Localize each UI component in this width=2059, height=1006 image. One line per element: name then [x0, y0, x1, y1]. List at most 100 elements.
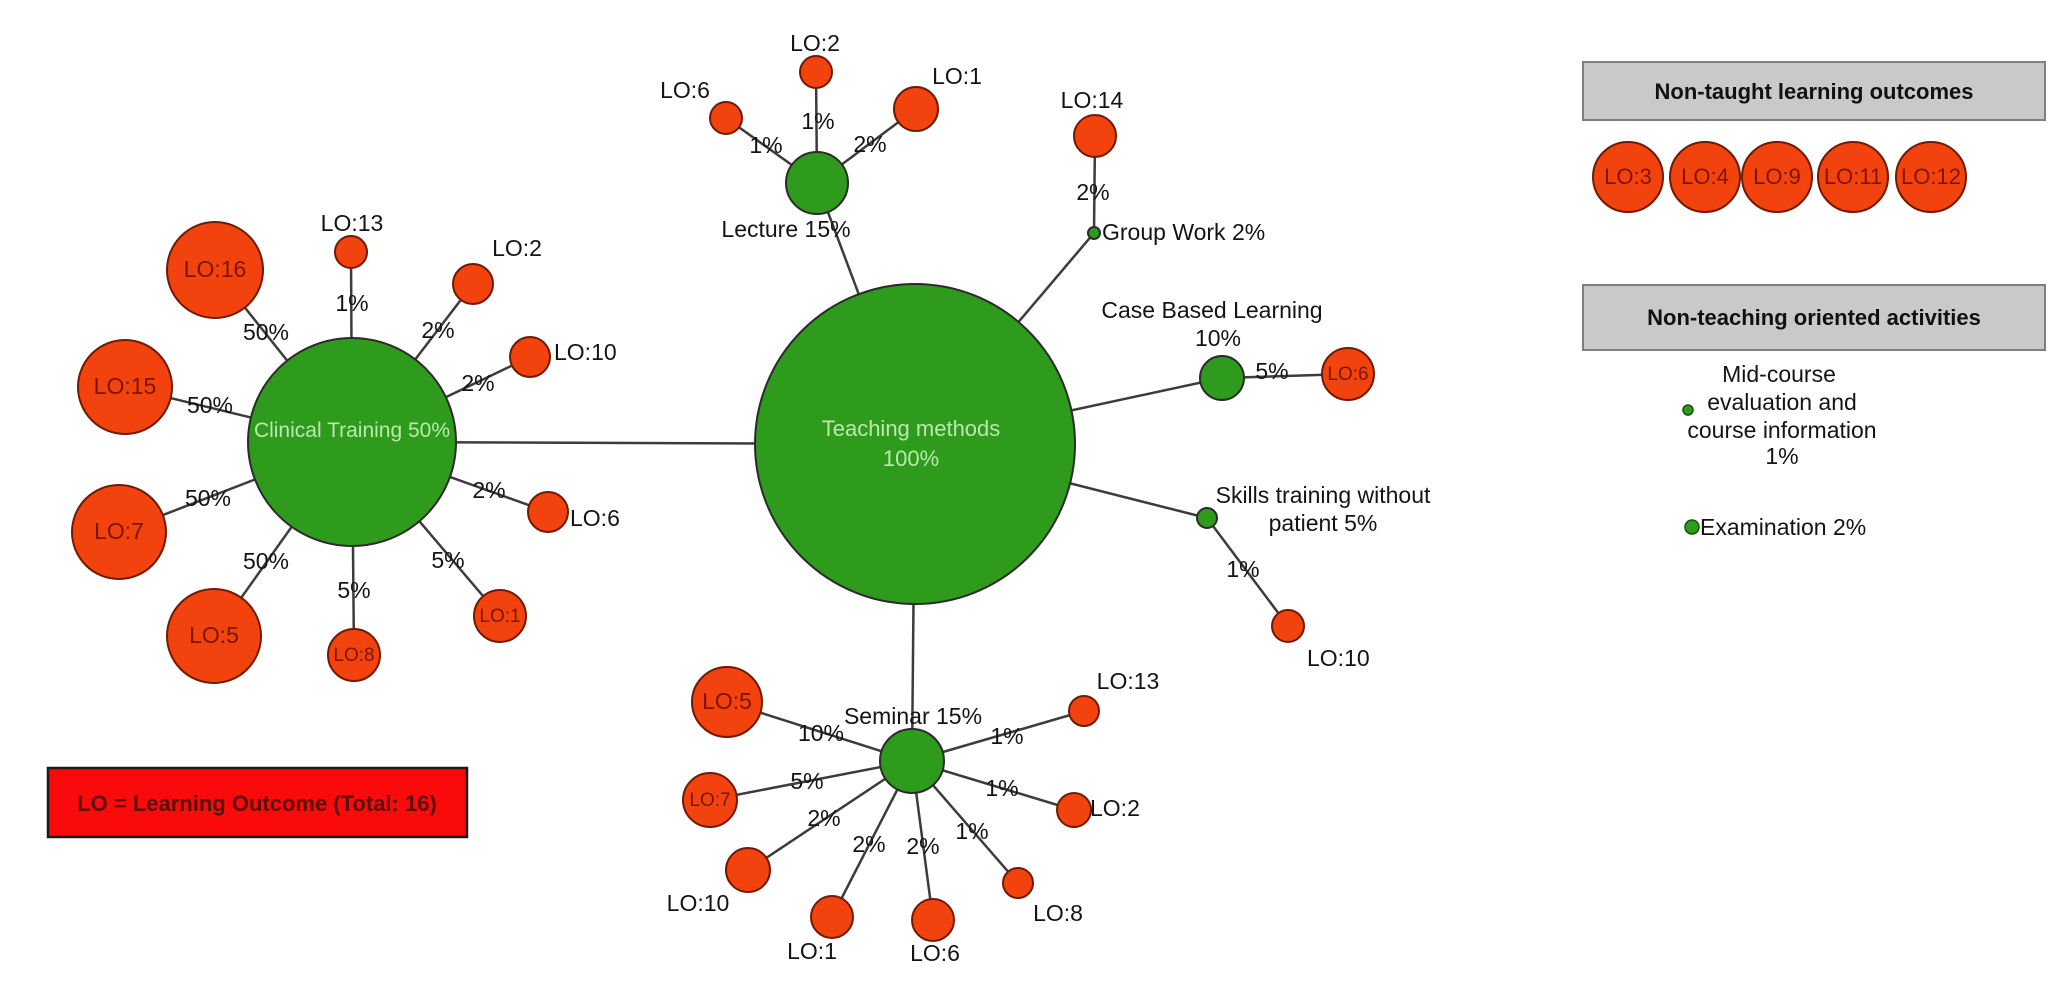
- clinical-lo7-circle: [71, 484, 167, 580]
- panel-lo3-label: LO:3: [1604, 164, 1652, 189]
- clinical-lo13-pct: 1%: [335, 290, 368, 316]
- case-based-label-line1: Case Based Learning: [1101, 297, 1322, 323]
- group-work-node: [1087, 226, 1101, 240]
- clinical-lo15-label: LO:15: [94, 373, 157, 399]
- lecture-lo1-label: LO:1: [932, 63, 982, 89]
- clinical-lo6-pct: 2%: [472, 477, 505, 503]
- panel-lo11-circle: [1817, 141, 1889, 213]
- clinical-lo2-circle: [452, 263, 494, 305]
- lecture-lo2-label: LO:2: [790, 30, 840, 56]
- case-based-learning-node: [1199, 355, 1245, 401]
- seminar-lo2-label: LO:2: [1090, 795, 1140, 821]
- seminar-lo7-label: LO:7: [689, 790, 730, 811]
- group-work-label: Group Work 2%: [1102, 219, 1265, 245]
- lecture-lo2-circle: [799, 55, 833, 89]
- clinical-lo5-label: LO:5: [189, 622, 239, 648]
- clinical-lo7-label: LO:7: [94, 518, 144, 544]
- non-taught-panel: Non-taught learning outcomes LO:3 LO:4 L…: [1582, 61, 2046, 213]
- clinical-lo15-circle: [77, 339, 173, 435]
- casebased-lo6-pct: 5%: [1255, 358, 1288, 384]
- cluster-seminar: [682, 666, 1100, 942]
- mid-course-line1: Mid-course: [1722, 361, 1836, 387]
- clinical-lo1-pct: 5%: [431, 547, 464, 573]
- skills-lo10-label: LO:10: [1307, 645, 1370, 671]
- skills-label-line2: patient 5%: [1269, 510, 1378, 536]
- seminar-lo13-label: LO:13: [1097, 668, 1160, 694]
- casebased-lo6-label: LO:6: [1327, 364, 1368, 385]
- case-based-label-line2: 10%: [1195, 325, 1241, 351]
- seminar-lo1-label: LO:1: [787, 938, 837, 964]
- lecture-lo1-circle: [893, 86, 939, 132]
- clinical-lo10-label: LO:10: [554, 339, 617, 365]
- seminar-lo7-pct: 5%: [790, 768, 823, 794]
- clinical-lo5-pct: 50%: [243, 548, 289, 574]
- teaching-methods-node: [754, 283, 1076, 605]
- clinical-lo1-label: LO:1: [479, 606, 520, 627]
- clinical-lo16-label: LO:16: [184, 256, 247, 282]
- seminar-lo10-label: LO:10: [667, 890, 730, 916]
- panel-lo3-circle: [1592, 141, 1664, 213]
- seminar-lo13-pct: 1%: [990, 723, 1023, 749]
- panel-lo9-circle: [1741, 141, 1813, 213]
- clinical-lo8-label: LO:8: [333, 645, 374, 666]
- groupwork-lo14-circle: [1073, 114, 1117, 158]
- mid-course-line2: evaluation and: [1707, 389, 1857, 415]
- clinical-lo16-pct: 50%: [243, 319, 289, 345]
- clinical-lo8-circle: [327, 628, 381, 682]
- seminar-lo8-pct: 1%: [955, 818, 988, 844]
- seminar-lo2-circle: [1056, 792, 1092, 828]
- clinical-lo2-pct: 2%: [421, 317, 454, 343]
- edge-skills-lo10: [1206, 517, 1289, 627]
- skills-lo10-circle: [1271, 609, 1305, 643]
- clinical-training-label: Clinical Training 50%: [254, 419, 450, 442]
- clinical-lo13-circle: [334, 235, 368, 269]
- non-teaching-header-box: [1582, 284, 2046, 351]
- teaching-methods-label-line1: Teaching methods: [822, 416, 1001, 441]
- seminar-lo6-circle: [911, 898, 955, 942]
- groupwork-lo14-label: LO:14: [1061, 87, 1124, 113]
- seminar-lo6-label: LO:6: [910, 940, 960, 966]
- groupwork-lo14-pct: 2%: [1076, 179, 1109, 205]
- non-taught-title: Non-taught learning outcomes: [1655, 79, 1974, 104]
- legend: LO = Learning Outcome (Total: 16): [46, 766, 469, 839]
- skills-label-line1: Skills training without: [1216, 482, 1431, 508]
- mid-course-line4: 1%: [1765, 443, 1798, 469]
- lecture-label: Lecture 15%: [721, 216, 850, 242]
- legend-box: [46, 766, 469, 839]
- clinical-lo6-label: LO:6: [570, 505, 620, 531]
- edge-seminar-lo7: [709, 759, 913, 802]
- teaching-methods-label-line2: 100%: [883, 446, 939, 471]
- clinical-lo6-circle: [527, 491, 569, 533]
- skills-training-node: [1196, 507, 1218, 529]
- lecture-lo6-circle: [709, 101, 743, 135]
- seminar-lo1-circle: [810, 895, 854, 939]
- seminar-lo6-pct: 2%: [906, 833, 939, 859]
- panel-lo4-label: LO:4: [1681, 164, 1729, 189]
- lecture-lo6-pct: 1%: [749, 132, 782, 158]
- clinical-lo13-label: LO:13: [321, 210, 384, 236]
- panel-lo11-label: LO:11: [1824, 164, 1882, 189]
- casebased-lo6-circle: [1321, 347, 1375, 401]
- seminar-lo7-circle: [682, 772, 738, 828]
- non-teaching-title: Non-teaching oriented activities: [1647, 305, 1981, 330]
- non-taught-header-box: [1582, 61, 2046, 121]
- seminar-lo8-label: LO:8: [1033, 900, 1083, 926]
- mid-course-dot: [1682, 404, 1694, 416]
- clinical-lo7-pct: 50%: [185, 485, 231, 511]
- skills-lo10-pct: 1%: [1226, 556, 1259, 582]
- cluster-clinical: [71, 221, 569, 684]
- lecture-lo1-pct: 2%: [853, 131, 886, 157]
- lecture-lo6-label: LO:6: [660, 77, 710, 103]
- examination-dot: [1684, 519, 1700, 535]
- seminar-lo1-pct: 2%: [852, 831, 885, 857]
- non-teaching-panel: Non-teaching oriented activities Mid-cou…: [1582, 284, 2046, 540]
- clinical-lo5-circle: [166, 588, 262, 684]
- seminar-lo13-circle: [1068, 695, 1100, 727]
- legend-text: LO = Learning Outcome (Total: 16): [77, 791, 437, 816]
- seminar-lo10-pct: 2%: [807, 805, 840, 831]
- examination-label: Examination 2%: [1700, 514, 1866, 540]
- clinical-lo2-label: LO:2: [492, 235, 542, 261]
- seminar-lo5-circle: [691, 666, 763, 738]
- lecture-lo2-pct: 1%: [801, 108, 834, 134]
